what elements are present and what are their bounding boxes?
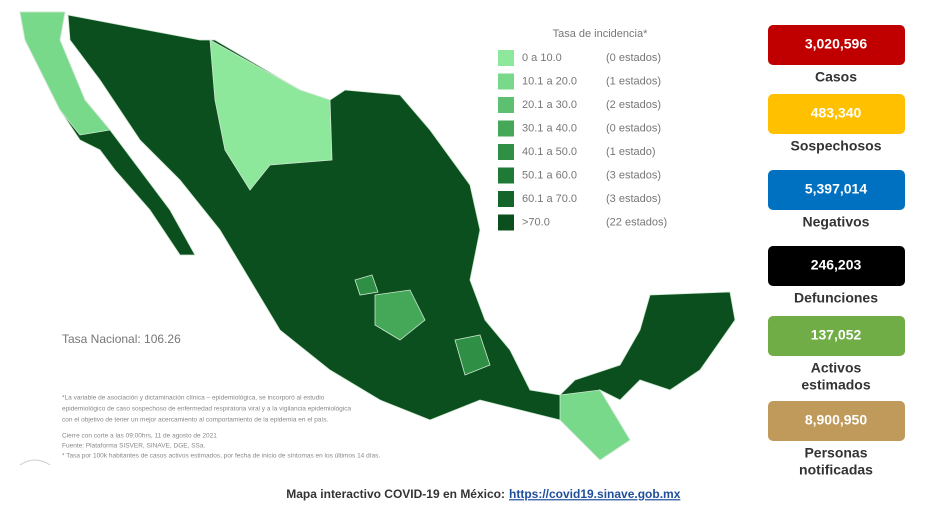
legend-swatch [498, 73, 514, 90]
footnote: * Tasa por 100k habitantes de casos acti… [62, 453, 380, 460]
footnotes: *La variable de asociación y dictaminaci… [62, 395, 380, 460]
stat-box [768, 316, 905, 356]
legend-count: (1 estado) [606, 146, 656, 158]
legend-range: 20.1 a 30.0 [522, 99, 577, 111]
stat-box [768, 246, 905, 286]
stat-label: estimados [801, 377, 870, 393]
footnote: epidemiológico de caso sospechoso de enf… [62, 406, 351, 413]
stat-value: 483,340 [811, 105, 862, 121]
stat-value: 3,020,596 [805, 36, 867, 52]
footnote: con el objetivo de tener un mejor acerca… [62, 417, 328, 424]
legend-count: (1 estados) [606, 75, 661, 87]
footnote: Cierre con corte a las 09:00hrs, 11 de a… [62, 433, 217, 440]
stat-label: notificadas [799, 462, 873, 478]
legend-range: 60.1 a 70.0 [522, 193, 577, 205]
legend-range: 30.1 a 40.0 [522, 122, 577, 134]
legend-swatch [498, 191, 514, 207]
national-rate: Tasa Nacional: 106.26 [62, 332, 181, 346]
legend-count: (2 estados) [606, 99, 661, 111]
stat-box [768, 94, 905, 134]
map [19, 11, 736, 461]
legend-range: 50.1 a 60.0 [522, 169, 577, 181]
legend-range: 10.1 a 20.0 [522, 75, 577, 87]
legend-count: (3 estados) [606, 193, 661, 205]
legend-count: (0 estados) [606, 122, 661, 134]
legend-count: (22 estados) [606, 216, 667, 228]
legend-range: 0 a 10.0 [522, 52, 562, 64]
legend-swatch [498, 144, 514, 160]
baja-norte [19, 11, 111, 136]
footnote: Fuente: Plataforma SISVER, SINAVE, DGE, … [62, 443, 205, 450]
stat-box [768, 401, 905, 441]
stat-label: Personas [804, 445, 867, 461]
puebla-region [454, 334, 491, 376]
legend-swatch [498, 167, 514, 184]
chiapas [559, 389, 631, 461]
chihuahua [209, 39, 333, 191]
legend-count: (3 estados) [606, 169, 661, 181]
legend-swatch [498, 214, 514, 231]
footnote: *La variable de asociación y dictaminaci… [62, 395, 325, 402]
legend-swatch [498, 50, 514, 66]
stat-value: 5,397,014 [805, 181, 867, 197]
stat-label: Casos [815, 69, 857, 85]
footer-text: Mapa interactivo COVID-19 en México: [286, 487, 505, 501]
legend-range: 40.1 a 50.0 [522, 146, 577, 158]
stat-value: 8,900,950 [805, 412, 867, 428]
jalisco-region [374, 289, 426, 341]
stat-box [768, 170, 905, 210]
stat-label: Activos [811, 360, 862, 376]
stats: 3,020,596 Casos 483,340 Sospechosos 5,397,01… [768, 25, 905, 478]
colima-region [354, 274, 379, 296]
stat-label: Negativos [803, 214, 870, 230]
stat-box [768, 25, 905, 65]
legend-swatch [498, 120, 514, 137]
legend-count: (0 estados) [606, 52, 661, 64]
stat-label: Defunciones [794, 290, 878, 306]
stat-value: 137,052 [811, 327, 862, 343]
legend-title: Tasa de incidencia* [553, 28, 649, 40]
footer-link[interactable]: https://covid19.sinave.gob.mx [509, 487, 681, 501]
logo-mark [19, 459, 51, 466]
stat-value: 246,203 [811, 257, 862, 273]
stat-label: Sospechosos [790, 138, 881, 154]
legend: 0 a 10.0 (0 estados) 10.1 a 20.0 (1 estados… [498, 50, 667, 231]
legend-range: >70.0 [522, 216, 550, 228]
legend-swatch [498, 97, 514, 113]
